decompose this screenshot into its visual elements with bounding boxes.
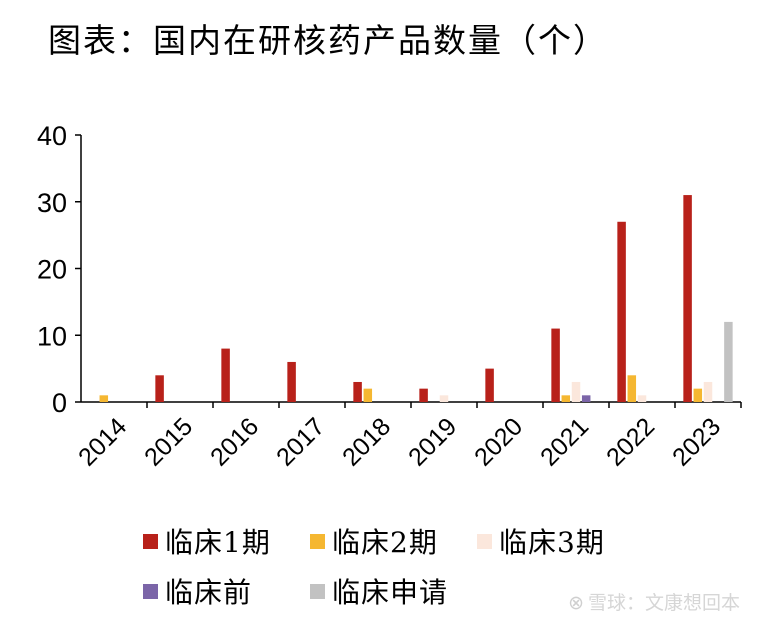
legend-label: 临床2期 xyxy=(332,526,438,559)
legend-swatch xyxy=(143,534,158,549)
bar xyxy=(627,375,637,402)
watermark-text: 雪球：文康想回本 xyxy=(587,592,740,614)
bar xyxy=(571,381,581,402)
x-tick-label: 2021 xyxy=(535,412,594,471)
x-tick-label: 2023 xyxy=(667,412,726,471)
x-tick-label: 2022 xyxy=(601,412,660,471)
x-tick-label: 2016 xyxy=(205,412,264,471)
bar xyxy=(551,328,560,402)
x-tick-label: 2017 xyxy=(271,412,330,471)
y-tick-label: 30 xyxy=(37,188,67,218)
bar xyxy=(683,195,692,402)
y-tick-label: 10 xyxy=(37,321,67,351)
bar xyxy=(439,395,449,402)
x-tick-label: 2019 xyxy=(403,412,462,471)
bar xyxy=(581,395,591,402)
bar xyxy=(703,381,713,402)
x-tick-label: 2014 xyxy=(73,412,132,471)
bar xyxy=(99,395,109,402)
watermark: ⊗ 雪球：文康想回本 xyxy=(568,588,740,615)
bar xyxy=(617,221,626,402)
legend-label: 临床申请 xyxy=(332,576,448,609)
legend-swatch xyxy=(477,534,492,549)
bar xyxy=(221,348,230,402)
bar xyxy=(287,361,296,402)
legend-swatch xyxy=(310,584,325,599)
bar xyxy=(637,395,647,402)
legend-label: 临床3期 xyxy=(499,526,605,559)
legend-swatch xyxy=(143,584,158,599)
legend-label: 临床前 xyxy=(165,576,252,609)
snowball-logo-icon: ⊗ xyxy=(568,592,584,614)
bar xyxy=(363,388,373,402)
bar xyxy=(155,375,164,402)
y-tick-label: 40 xyxy=(37,121,67,151)
y-tick-label: 0 xyxy=(52,388,67,418)
x-tick-label: 2015 xyxy=(139,412,198,471)
x-tick-label: 2018 xyxy=(337,412,396,471)
legend-swatch xyxy=(310,534,325,549)
bar xyxy=(419,388,428,402)
bar xyxy=(561,395,571,402)
bar xyxy=(693,388,703,402)
chart-title: 图表：国内在研核药产品数量（个） xyxy=(48,21,608,60)
legend-label: 临床1期 xyxy=(165,526,271,559)
y-tick-label: 20 xyxy=(37,255,67,285)
bar xyxy=(724,321,733,402)
bar xyxy=(485,368,494,402)
bar xyxy=(353,381,362,402)
x-tick-label: 2020 xyxy=(469,412,528,471)
